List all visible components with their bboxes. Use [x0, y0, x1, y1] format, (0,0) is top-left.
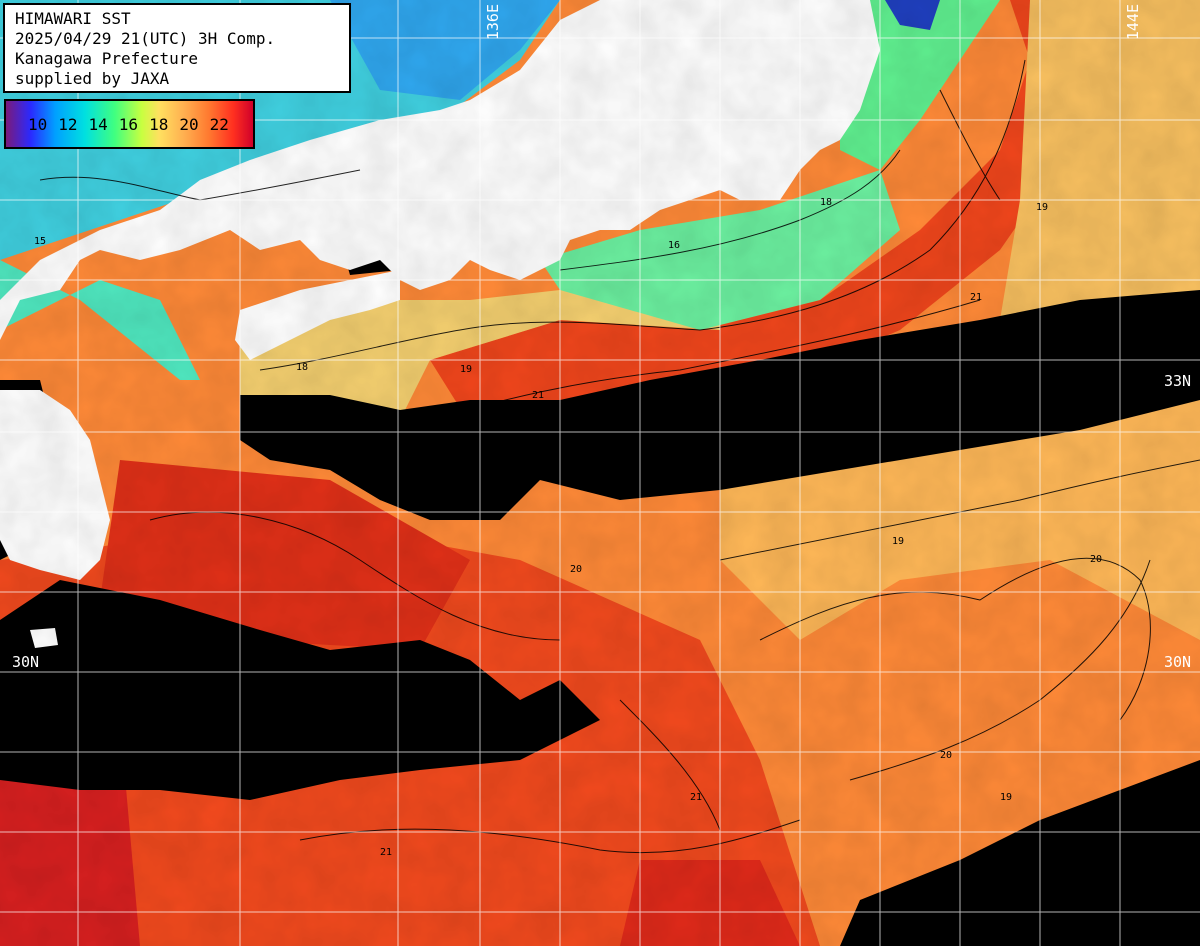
contour-label: 21 — [690, 792, 702, 803]
legend-tick: 12 — [58, 115, 78, 134]
contour-label: 20 — [940, 750, 952, 761]
lon-label-144e: 144E — [1124, 4, 1142, 41]
contour-label: 21 — [380, 847, 392, 858]
lat-label-33n: 33N — [1164, 372, 1192, 390]
timestamp: 2025/04/29 21(UTC) 3H Comp. — [15, 29, 276, 48]
contour-label: 18 — [820, 197, 832, 208]
legend-ticks: 10 12 14 16 18 20 22 — [28, 115, 229, 134]
contour-label: 19 — [460, 364, 472, 375]
contour-line — [559, 149, 901, 271]
contour-line — [259, 59, 1026, 371]
lat-label-30n-left: 30N — [12, 653, 40, 671]
legend-tick: 14 — [88, 115, 108, 134]
title-box: HIMAWARI SST 2025/04/29 21(UTC) 3H Comp.… — [3, 3, 351, 93]
contour-line — [429, 299, 981, 421]
contour-label: 20 — [1090, 554, 1102, 565]
contour-label: 19 — [1000, 792, 1012, 803]
legend-tick: 20 — [179, 115, 199, 134]
contour-line — [759, 557, 1151, 721]
product-title: HIMAWARI SST — [15, 9, 131, 28]
contour-label: 15 — [34, 236, 46, 247]
contour-label: 16 — [668, 240, 680, 251]
contour-line — [299, 819, 801, 854]
lon-label-136e: 136E — [484, 4, 502, 41]
contour-labels: 19 18 21 20 16 15 19 20 21 21 20 19 21 1… — [34, 197, 1102, 858]
contour-line — [619, 699, 721, 831]
contour-label: 19 — [1036, 202, 1048, 213]
legend-tick: 16 — [118, 115, 139, 134]
legend-tick: 18 — [149, 115, 169, 134]
contour-label: 21 — [532, 390, 544, 401]
color-scale-legend: 10 12 14 16 18 20 22 — [4, 99, 255, 149]
contour-label: 19 — [892, 536, 904, 547]
legend-tick: 10 — [28, 115, 48, 134]
contour-line — [939, 89, 1001, 201]
contour-line — [719, 459, 1200, 561]
contour-label: 20 — [570, 564, 582, 575]
contour-label: 18 — [296, 362, 308, 373]
contour-label: 21 — [970, 292, 982, 303]
legend-tick: 22 — [209, 115, 229, 134]
lat-label-30n-right: 30N — [1164, 653, 1192, 671]
provider-prefecture: Kanagawa Prefecture — [15, 49, 199, 68]
supplier: supplied by JAXA — [15, 69, 170, 88]
